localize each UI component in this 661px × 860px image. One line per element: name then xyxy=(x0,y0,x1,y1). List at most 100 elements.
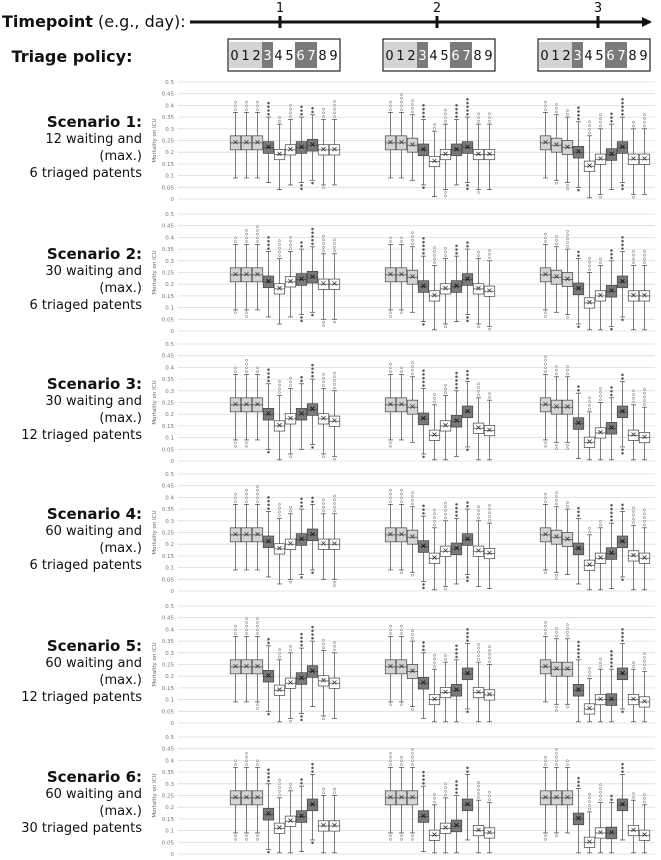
policy-digit-6: 6 xyxy=(296,49,304,64)
outlier-point xyxy=(389,752,392,755)
mean-marker xyxy=(233,531,238,537)
y-tick-label: 0.5 xyxy=(165,472,174,478)
mean-marker xyxy=(299,813,304,819)
box-scenario6-t3-p1 xyxy=(550,748,563,838)
scenario-line2: 12 triaged patents xyxy=(21,427,142,443)
panel-scenario-2: 0 0.05 0.1 0.15 0.2 0.25 0.3 0.35 0.4 0.45 0.5 Mort… xyxy=(152,212,655,335)
outlier-point xyxy=(389,628,392,632)
outlier-point xyxy=(488,518,491,522)
outlier-point xyxy=(610,389,613,393)
outlier-point xyxy=(610,511,613,515)
mean-marker xyxy=(233,663,238,669)
outlier-point xyxy=(389,441,392,445)
outlier-point xyxy=(544,500,547,503)
box-scenario2-t3-p1 xyxy=(550,235,563,313)
outlier-point xyxy=(632,665,635,668)
outlier-point xyxy=(444,512,447,516)
outlier-point xyxy=(588,526,591,530)
outlier-point xyxy=(322,234,325,238)
mean-marker xyxy=(454,687,459,692)
outlier-point xyxy=(311,636,314,640)
outlier-point xyxy=(621,318,624,322)
outlier-point xyxy=(422,586,425,590)
outlier-point xyxy=(599,790,602,794)
outlier-point xyxy=(544,100,547,104)
y-tick-label: 0.25 xyxy=(162,794,175,800)
outlier-point xyxy=(234,236,237,240)
y-tick-label: 0.15 xyxy=(162,162,175,168)
policy-cell-6 xyxy=(450,42,461,68)
outlier-point xyxy=(466,241,469,244)
outlier-point xyxy=(389,624,392,628)
outlier-point xyxy=(389,703,392,707)
outlier-point xyxy=(322,320,325,324)
outlier-point xyxy=(643,388,646,391)
outlier-point xyxy=(621,628,624,631)
outlier-point xyxy=(311,371,314,374)
box-scenario3-t2-p7 xyxy=(461,369,474,452)
mean-marker xyxy=(476,548,481,553)
y-tick-label: 0 xyxy=(171,459,175,465)
outlier-point xyxy=(610,653,613,657)
outlier-point xyxy=(444,782,447,786)
outlier-point xyxy=(311,231,314,235)
y-tick-label: 0.45 xyxy=(162,616,175,622)
policy-digit-3: 3 xyxy=(263,49,271,64)
mean-marker xyxy=(554,142,559,147)
outlier-point xyxy=(621,770,624,773)
outlier-point xyxy=(278,514,281,518)
outlier-point xyxy=(577,780,580,784)
timepoint-label-3: 3 xyxy=(594,1,602,16)
policy-cell-0 xyxy=(384,42,395,68)
outlier-point xyxy=(400,624,403,628)
box-scenario4-t1-p5 xyxy=(284,505,297,584)
mean-marker xyxy=(244,531,249,537)
outlier-point xyxy=(466,377,469,380)
box-scenario3-t2-p3 xyxy=(417,369,430,459)
outlier-point xyxy=(555,235,558,238)
box-scenario3-t3-p6 xyxy=(605,386,618,461)
outlier-point xyxy=(411,110,414,114)
outlier-point xyxy=(488,504,491,507)
outlier-point xyxy=(632,510,635,513)
outlier-point xyxy=(488,392,491,395)
outlier-point xyxy=(621,631,624,635)
outlier-point xyxy=(643,117,646,120)
outlier-point xyxy=(422,236,425,240)
policy-cell-5 xyxy=(594,42,605,68)
y-tick-label: 0.05 xyxy=(162,317,175,323)
mean-marker xyxy=(465,670,470,676)
outlier-point xyxy=(422,508,425,511)
outlier-point xyxy=(643,512,646,516)
box-scenario3-t1-p3 xyxy=(262,368,275,454)
y-tick-label: 0.25 xyxy=(162,401,175,407)
mean-marker xyxy=(598,292,603,298)
box-scenario6-t1-p4 xyxy=(273,778,286,854)
outlier-point xyxy=(599,394,602,398)
outlier-point xyxy=(411,372,414,376)
outlier-point xyxy=(643,667,646,671)
mean-marker xyxy=(620,408,625,414)
outlier-point xyxy=(588,127,591,131)
outlier-point xyxy=(466,576,469,579)
outlier-point xyxy=(632,521,635,525)
outlier-point xyxy=(311,313,314,317)
box-scenario6-t1-p8 xyxy=(317,787,330,854)
outlier-point xyxy=(400,755,403,759)
outlier-point xyxy=(322,787,325,791)
outlier-point xyxy=(433,512,436,516)
outlier-point xyxy=(433,250,436,253)
outlier-point xyxy=(555,365,558,368)
mean-marker xyxy=(476,425,481,430)
outlier-point xyxy=(643,656,646,659)
box-scenario3-t3-p3 xyxy=(572,385,585,460)
outlier-point xyxy=(444,250,447,254)
mean-marker xyxy=(399,794,404,800)
outlier-point xyxy=(422,107,425,111)
outlier-point xyxy=(333,238,336,242)
mean-marker xyxy=(631,156,636,161)
box-scenario2-t3-p6 xyxy=(605,249,618,331)
y-tick-label: 0.25 xyxy=(162,271,175,277)
outlier-point xyxy=(245,229,248,232)
